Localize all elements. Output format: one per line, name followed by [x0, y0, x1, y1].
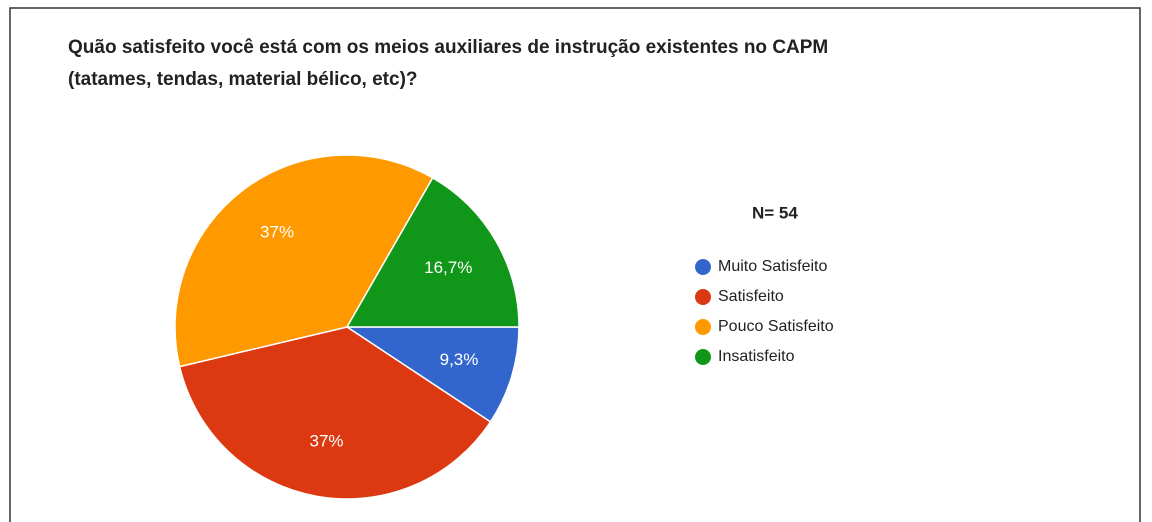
legend-marker: [695, 289, 711, 305]
value-label: 16,7%: [424, 258, 472, 277]
value-label: 37%: [310, 432, 344, 451]
chart-title: Quão satisfeito você está com os meios a…: [68, 37, 828, 58]
pie-slice: [344, 326, 520, 423]
pie-slice: [174, 154, 434, 368]
legend-label: Pouco Satisfeito: [718, 318, 834, 335]
pie-slice: [178, 326, 492, 500]
legend-label: Muito Satisfeito: [718, 258, 827, 275]
pie-slice: [345, 176, 520, 328]
legend-marker: [695, 319, 711, 335]
value-label: 37%: [260, 223, 294, 242]
legend-marker: [695, 349, 711, 365]
legend-label: Insatisfeito: [718, 348, 795, 365]
legend-label: Satisfeito: [718, 288, 784, 305]
annotation: N= 54: [752, 203, 798, 222]
value-label: 9,3%: [440, 350, 479, 369]
chart-title: (tatames, tendas, material bélico, etc)?: [68, 69, 418, 90]
legend-marker: [695, 259, 711, 275]
